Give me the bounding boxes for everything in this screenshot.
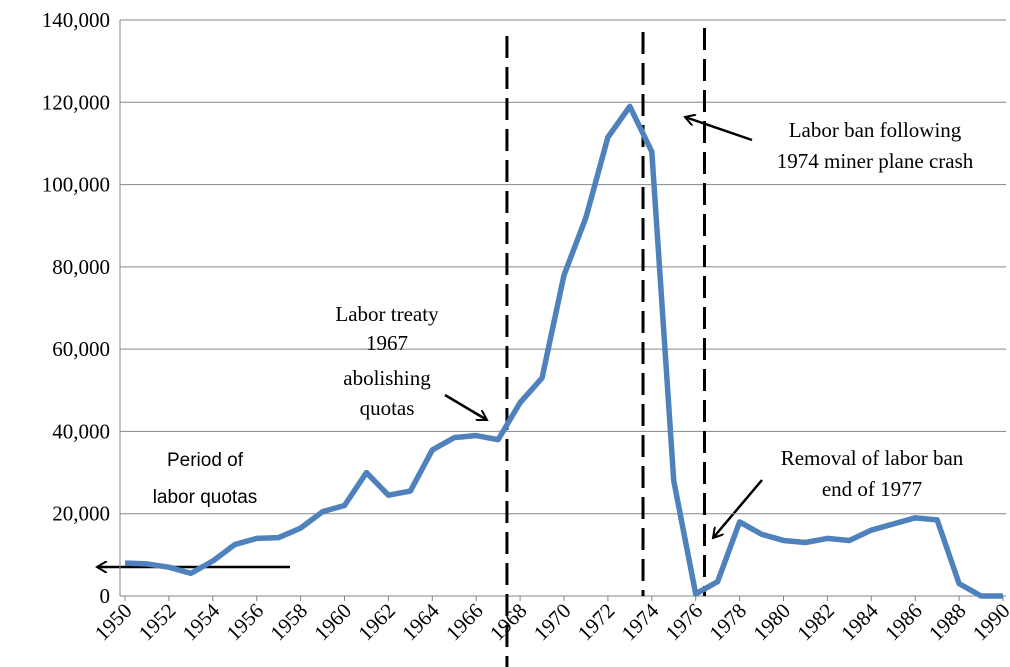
x-tick-label: 1990 — [968, 599, 1010, 646]
y-tick-label: 140,000 — [42, 8, 110, 32]
y-tick-label: 120,000 — [42, 90, 110, 114]
x-tick-label: 1960 — [309, 599, 356, 646]
annotation: abolishing — [343, 366, 431, 390]
x-tick-label: 1956 — [222, 599, 269, 646]
annotation: Labor treaty — [335, 302, 439, 326]
x-tick-label: 1950 — [90, 599, 137, 646]
x-tick-label: 1972 — [573, 599, 620, 646]
arrow — [444, 393, 487, 422]
x-tick-label: 1988 — [924, 599, 971, 646]
x-tick-label: 1974 — [617, 598, 664, 645]
annotation: Removal of labor ban — [781, 446, 964, 470]
annotation: Labor ban following — [789, 118, 962, 142]
arrow — [713, 479, 763, 538]
x-tick-label: 1958 — [265, 599, 312, 646]
annotation: Period of — [167, 450, 244, 471]
x-tick-label: 1982 — [792, 599, 839, 646]
x-tick-label: 1966 — [441, 599, 488, 646]
y-tick-label: 0 — [100, 584, 111, 608]
x-tick-label: 1954 — [178, 598, 225, 645]
x-tick-label: 1970 — [529, 599, 576, 646]
y-tick-label: 60,000 — [52, 337, 110, 361]
y-tick-label: 20,000 — [52, 502, 110, 526]
arrow — [685, 117, 753, 142]
x-tick-label: 1964 — [397, 598, 444, 645]
data-line — [124, 103, 1003, 599]
x-tick-label: 1976 — [661, 599, 708, 646]
annotation: quotas — [360, 396, 415, 420]
annotation: end of 1977 — [822, 477, 922, 501]
x-tick-label: 1980 — [748, 599, 795, 646]
x-tick-label: 1952 — [134, 599, 181, 646]
y-tick-label: 100,000 — [42, 173, 110, 197]
annotation: 1967 — [366, 331, 408, 355]
x-tick-label: 1978 — [704, 599, 751, 646]
x-tick-label: 1984 — [836, 598, 883, 645]
y-tick-label: 40,000 — [52, 419, 110, 443]
x-tick-label: 1962 — [353, 599, 400, 646]
annotation: labor quotas — [153, 487, 258, 508]
x-tick-label: 1986 — [880, 599, 927, 646]
annotation: 1974 miner plane crash — [777, 149, 974, 173]
y-tick-label: 80,000 — [52, 255, 110, 279]
